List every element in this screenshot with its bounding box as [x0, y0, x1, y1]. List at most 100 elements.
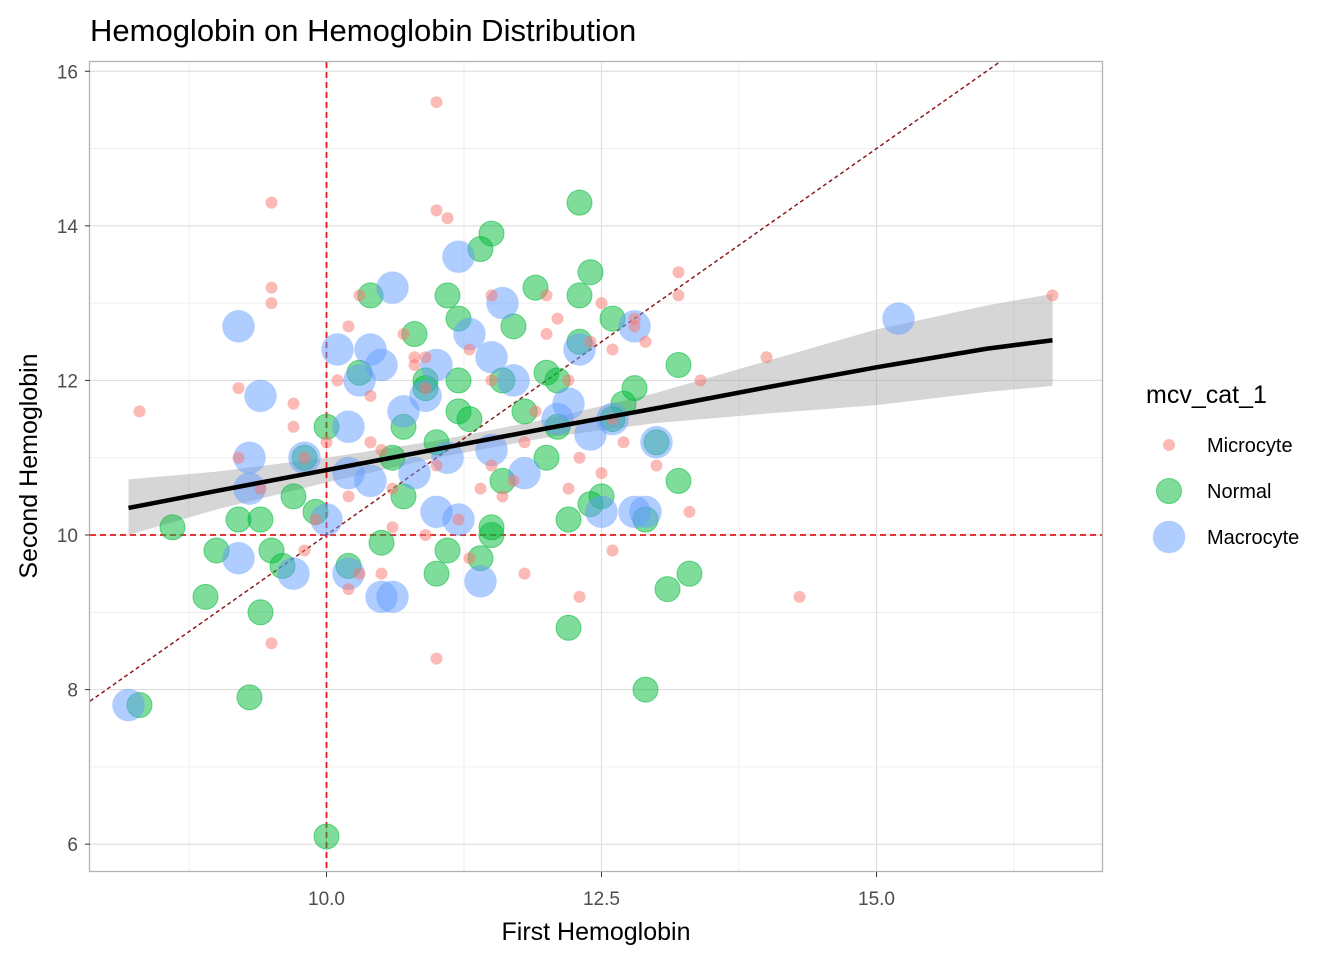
data-point-microcyte	[232, 451, 245, 464]
data-point-macrocyte	[365, 348, 398, 382]
data-point-microcyte	[485, 459, 498, 472]
data-point-macrocyte	[222, 309, 255, 343]
y-axis-title: Second Hemoglobin	[15, 353, 43, 578]
data-point-normal	[632, 676, 659, 703]
data-point-microcyte	[694, 374, 707, 387]
data-point-microcyte	[683, 505, 696, 518]
data-point-microcyte	[606, 343, 619, 356]
data-point-microcyte	[265, 637, 278, 650]
x-tick-label: 12.5	[583, 889, 620, 910]
legend: mcv_cat_1 Microcyte Normal Macrocyte	[1146, 381, 1299, 554]
y-tick-label: 16	[57, 62, 78, 83]
data-point-normal	[236, 684, 263, 711]
data-point-microcyte	[452, 513, 465, 526]
data-point-normal	[434, 537, 461, 564]
data-point-normal	[555, 614, 582, 641]
data-point-microcyte	[507, 474, 520, 487]
data-point-microcyte	[386, 521, 399, 534]
data-point-microcyte	[540, 289, 553, 302]
data-point-microcyte	[287, 397, 300, 410]
data-point-microcyte	[551, 312, 564, 325]
data-point-microcyte	[485, 374, 498, 387]
data-point-macrocyte	[640, 425, 673, 459]
data-point-microcyte	[265, 196, 278, 209]
legend-label-microcyte: Microcyte	[1207, 435, 1293, 457]
legend-key-normal	[1156, 478, 1182, 504]
data-point-microcyte	[672, 289, 685, 302]
y-tick-label: 14	[57, 217, 79, 238]
data-point-macrocyte	[585, 495, 618, 529]
data-point-normal	[654, 576, 681, 603]
data-point-microcyte	[562, 482, 575, 495]
chart-title: Hemoglobin on Hemoglobin Distribution	[90, 13, 636, 48]
data-point-microcyte	[463, 343, 476, 356]
data-point-microcyte	[793, 590, 806, 603]
data-point-normal	[577, 259, 604, 286]
data-point-microcyte	[254, 482, 267, 495]
y-tick-label: 12	[57, 371, 78, 392]
data-point-macrocyte	[409, 379, 442, 413]
data-point-microcyte	[397, 328, 410, 341]
data-point-normal	[368, 529, 395, 556]
data-point-normal	[445, 367, 472, 394]
data-point-microcyte	[485, 289, 498, 302]
data-point-microcyte	[342, 490, 355, 503]
data-point-microcyte	[430, 652, 443, 665]
data-point-macrocyte	[321, 333, 354, 367]
data-point-microcyte	[364, 389, 377, 402]
data-point-normal	[280, 483, 307, 510]
x-axis-ticks: 10.0 12.5 15.0	[308, 872, 895, 910]
data-point-microcyte	[298, 544, 311, 557]
data-point-microcyte	[760, 351, 773, 364]
data-point-microcyte	[232, 382, 245, 395]
x-axis-title: First Hemoglobin	[502, 918, 691, 946]
y-tick-label: 6	[67, 835, 78, 856]
data-point-macrocyte	[244, 379, 277, 413]
data-point-macrocyte	[354, 464, 387, 498]
data-point-microcyte	[639, 335, 652, 348]
data-point-microcyte	[287, 420, 300, 433]
legend-key-macrocyte	[1152, 520, 1186, 554]
data-point-microcyte	[573, 590, 586, 603]
data-point-microcyte	[265, 297, 278, 310]
data-point-normal	[478, 220, 505, 247]
data-point-microcyte	[474, 482, 487, 495]
legend-entries: Microcyte Normal Macrocyte	[1152, 435, 1299, 554]
data-point-microcyte	[342, 320, 355, 333]
data-point-microcyte	[386, 482, 399, 495]
data-point-normal	[676, 560, 703, 587]
trend-line	[128, 338, 1053, 511]
data-point-normal	[566, 282, 593, 309]
data-point-microcyte	[353, 567, 366, 580]
data-point-microcyte	[518, 436, 531, 449]
data-point-microcyte	[408, 358, 421, 371]
data-point-macrocyte	[277, 557, 310, 591]
data-point-microcyte	[419, 382, 432, 395]
x-tick-label: 10.0	[308, 889, 345, 910]
data-point-macrocyte	[376, 271, 409, 305]
data-point-microcyte	[320, 436, 333, 449]
data-point-macrocyte	[475, 340, 508, 374]
data-point-microcyte	[540, 328, 553, 341]
reference-lines-layer	[90, 62, 1102, 872]
data-point-normal	[665, 351, 692, 378]
data-point-normal	[478, 522, 505, 549]
data-point-microcyte	[463, 552, 476, 565]
data-point-macrocyte	[464, 564, 497, 598]
plot-area	[88, 60, 1104, 873]
data-point-normal	[445, 398, 472, 425]
data-point-normal	[665, 467, 692, 494]
data-point-macrocyte	[376, 580, 409, 614]
data-point-microcyte	[441, 212, 454, 225]
identity-line	[90, 62, 1002, 702]
y-tick-label: 8	[67, 681, 78, 702]
data-point-microcyte	[309, 513, 322, 526]
data-point-normal	[566, 189, 593, 216]
data-point-macrocyte	[398, 456, 431, 490]
data-point-microcyte	[331, 374, 344, 387]
data-point-microcyte	[298, 451, 311, 464]
data-point-microcyte	[375, 567, 388, 580]
data-point-microcyte	[430, 459, 443, 472]
data-point-microcyte	[496, 490, 509, 503]
